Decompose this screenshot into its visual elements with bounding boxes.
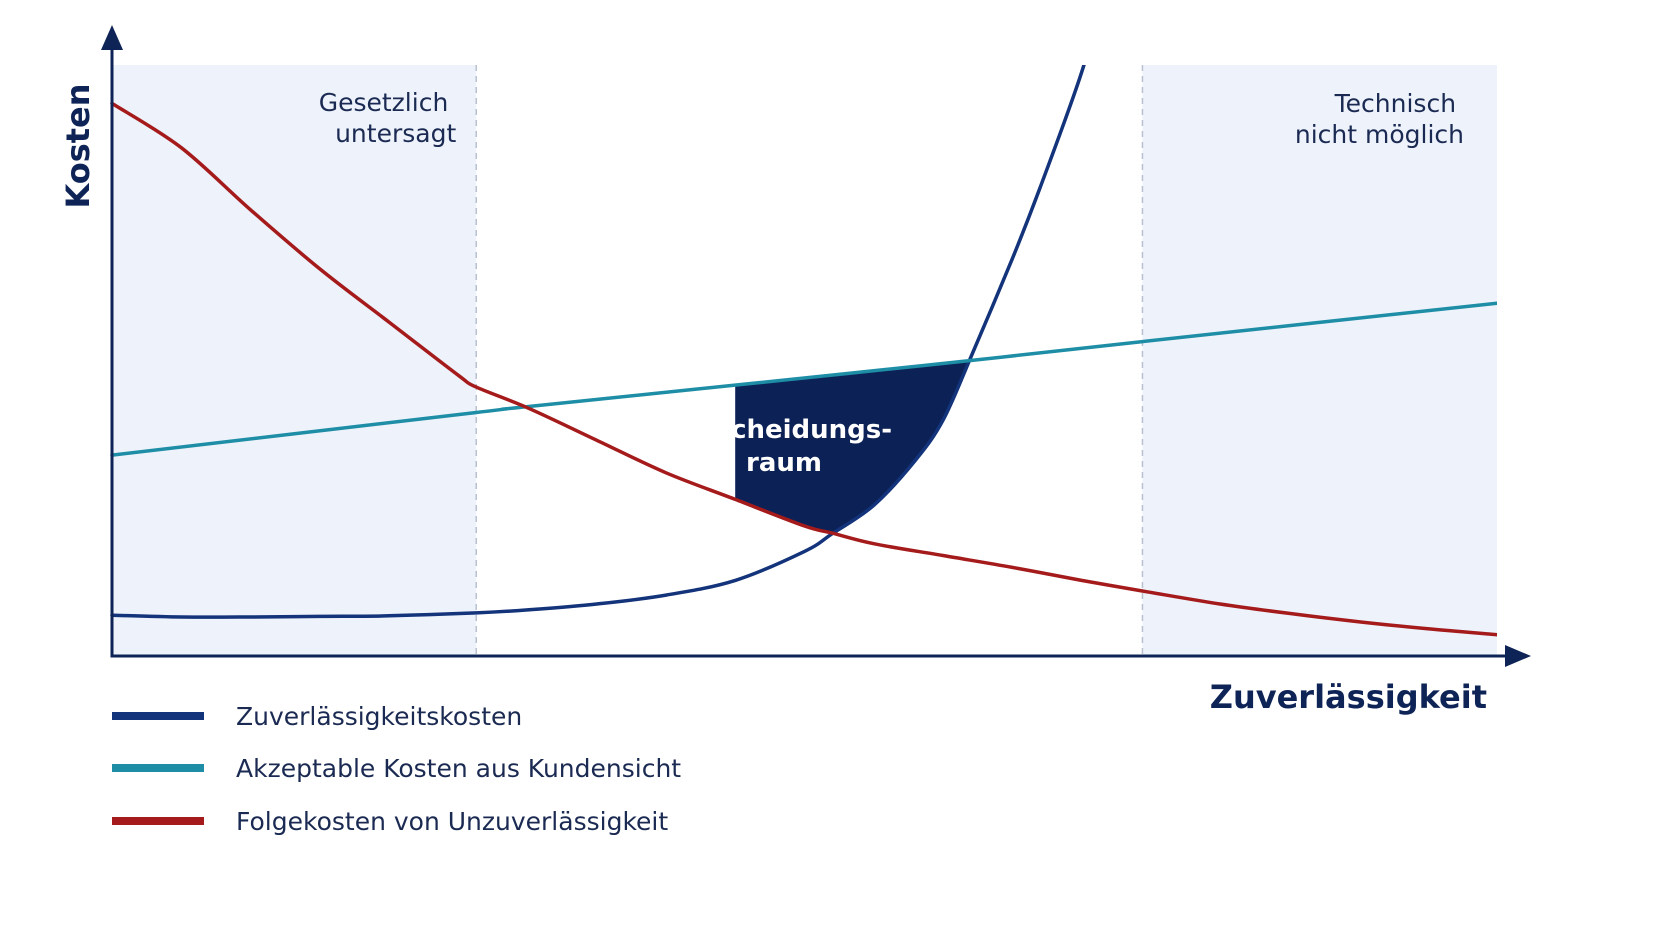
axes: Kosten Zuverlässigkeit: [59, 25, 1531, 716]
decision-space-area: [735, 360, 970, 533]
y-axis-title: Kosten: [59, 83, 97, 208]
zone-impossible-area: [1142, 65, 1497, 656]
series-line-3: [110, 101, 1497, 637]
decision-space-label-line-1: Entscheidungs-: [667, 415, 892, 445]
x-axis-arrow-icon: [1505, 645, 1531, 667]
legend-label-2: Akzeptable Kosten aus Kundensicht: [236, 754, 681, 783]
series-line-2: [110, 301, 1497, 457]
zone-forbidden-area: [112, 65, 477, 656]
legend-label-3: Folgekosten von Unzuverlässigkeit: [236, 807, 668, 836]
zone-forbidden-label-line-1: Gesetzlich: [319, 88, 449, 117]
zone-impossible-label: Technisch nicht möglich: [1295, 89, 1464, 149]
zone-forbidden-label-line-2: untersagt: [335, 119, 456, 148]
series-line-1: [110, 65, 1086, 619]
decision-space-label: Entscheidungs- raum: [667, 415, 901, 478]
legend: Zuverlässigkeitskosten Akzeptable Kosten …: [112, 702, 681, 836]
zone-forbidden-label: Gesetzlich untersagt: [319, 88, 457, 148]
series-layer: [110, 65, 1497, 637]
zones: Gesetzlich untersagt Technisch nicht mög…: [112, 65, 1497, 656]
y-axis-arrow-icon: [101, 25, 123, 50]
decision-space-label-line-2: raum: [746, 448, 822, 478]
zone-impossible-label-line-1: Technisch: [1334, 89, 1456, 118]
legend-label-1: Zuverlässigkeitskosten: [236, 702, 522, 731]
zone-impossible-label-line-2: nicht möglich: [1295, 120, 1464, 149]
x-axis-title: Zuverlässigkeit: [1210, 678, 1487, 716]
